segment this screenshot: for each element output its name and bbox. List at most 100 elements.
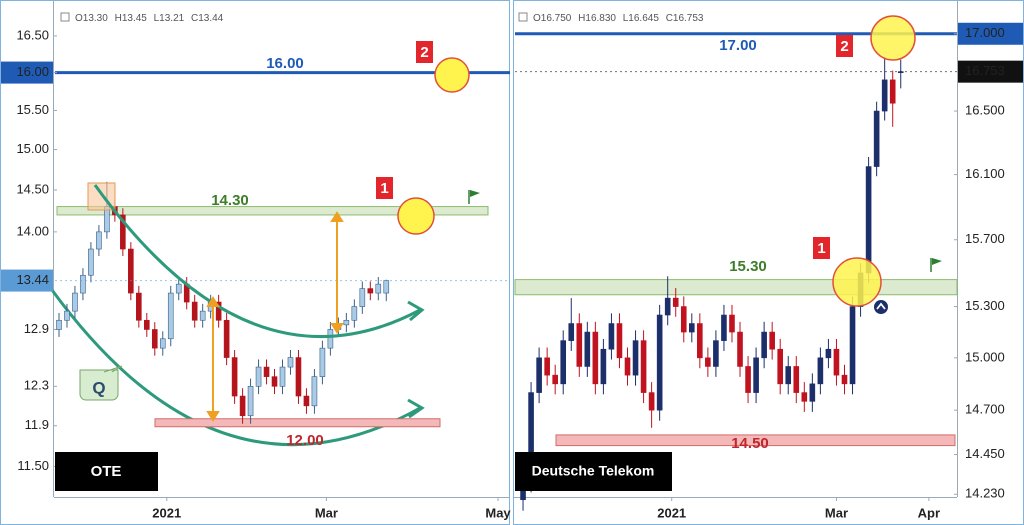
y-tick-label: 15.700 [965, 231, 1005, 246]
candle-body [88, 248, 94, 276]
x-tick-label: Apr [918, 505, 940, 520]
marker-box [813, 237, 830, 259]
q-label: Q [92, 378, 105, 397]
candle-body [351, 306, 358, 321]
ohlc-value: L13.21 [154, 13, 185, 24]
candle-body [881, 79, 888, 112]
candle-body [705, 357, 711, 367]
candle-body [833, 348, 840, 376]
marker-number: 2 [840, 38, 848, 55]
candle-body [592, 331, 599, 385]
candle-body [96, 231, 102, 250]
candle-body [825, 348, 832, 359]
ohlc-value: O16.750 [533, 13, 572, 24]
y-tick-label: 16.50 [16, 27, 49, 42]
candle-body [215, 301, 222, 321]
axis-level-box [958, 22, 1023, 45]
y-tick-label: 15.50 [16, 102, 49, 117]
candle-body [769, 331, 775, 350]
chart-title: Deutsche Telekom [532, 463, 655, 479]
candle-body [809, 383, 816, 402]
candle-body [295, 357, 302, 397]
candle-body [367, 288, 374, 294]
candle-body [713, 340, 719, 367]
measure-arrows [206, 211, 344, 422]
ohlc-value: L16.645 [623, 13, 660, 24]
candle-body [640, 340, 647, 393]
candle-body [223, 319, 230, 358]
zone-band [56, 206, 489, 216]
candle-body [279, 366, 286, 387]
y-tick-label: 14.450 [965, 446, 1005, 461]
candle-body [841, 374, 848, 385]
title-box [55, 452, 158, 491]
candle-body [785, 366, 792, 385]
zone-band [514, 279, 958, 296]
candle-body [817, 357, 824, 385]
zone-label: 15.30 [729, 258, 767, 275]
candle-body [801, 392, 808, 402]
y-tick-label: 12.3 [24, 378, 49, 393]
zone-label: 12.00 [286, 432, 324, 449]
curve-arrowhead [407, 398, 425, 419]
level-label: 16.00 [266, 55, 304, 72]
x-tick-label: May [485, 505, 511, 520]
candle-body [271, 376, 278, 387]
candle-body [584, 331, 591, 367]
zone-band [154, 418, 441, 428]
up-signal [874, 300, 888, 314]
annotations: 1 2 1 2 Q OTE Deutsche Telekom O13.30 H1… [55, 12, 942, 491]
q-bubble [79, 365, 123, 401]
x-tick-label: 2021 [657, 505, 686, 520]
marker-number: 2 [420, 44, 428, 61]
candle-body [247, 386, 254, 417]
y-tick-label: 14.230 [965, 486, 1005, 501]
marks: 16.5016.0015.5015.0014.5014.0012.912.311… [1, 22, 1023, 520]
candle-body [199, 310, 206, 321]
candle-body [624, 357, 631, 376]
candle-body [80, 274, 86, 294]
candle-body [664, 297, 671, 316]
last-price-label: 13.44 [16, 272, 49, 287]
axis-level-box [1, 61, 53, 84]
candle-body [311, 376, 318, 407]
candle-body [136, 292, 142, 321]
highlight-circle [832, 257, 882, 307]
candle-body [383, 280, 390, 294]
y-tick-label: 16.100 [965, 166, 1005, 181]
title-box [515, 452, 672, 491]
candle-body [56, 319, 62, 330]
y-tick-label: 16.500 [965, 102, 1005, 117]
candle-body [303, 395, 310, 407]
candle-body [375, 283, 382, 294]
candle-body [143, 319, 150, 330]
candle-body [688, 323, 695, 333]
highlight-circle [870, 15, 916, 61]
y-tick-label: 15.00 [16, 141, 49, 156]
candle-body [680, 306, 687, 333]
highlight-circle [434, 57, 470, 93]
candle-body [159, 338, 166, 349]
y-tick-label: 14.00 [16, 223, 49, 238]
upper-curve [93, 184, 421, 339]
x-tick-label: 2021 [152, 505, 181, 520]
candle-body [616, 323, 623, 359]
highlight-circle [397, 197, 435, 235]
candle-body [656, 314, 663, 411]
lower-curve [50, 289, 421, 447]
zone-label: 14.30 [211, 192, 249, 209]
candle-body [568, 323, 575, 341]
candle-body [777, 348, 784, 385]
candle-body [608, 323, 615, 350]
candle-body [672, 297, 679, 307]
candle-body [753, 357, 759, 393]
flag [468, 190, 480, 204]
y-tick-label: 14.700 [965, 402, 1005, 417]
candle-body [648, 392, 655, 411]
candle-body [536, 357, 542, 393]
ohlc-value: C16.753 [666, 13, 704, 24]
candle-body [359, 288, 366, 307]
curve-arrowhead [407, 300, 425, 322]
ohlc-value: C13.44 [191, 13, 224, 24]
